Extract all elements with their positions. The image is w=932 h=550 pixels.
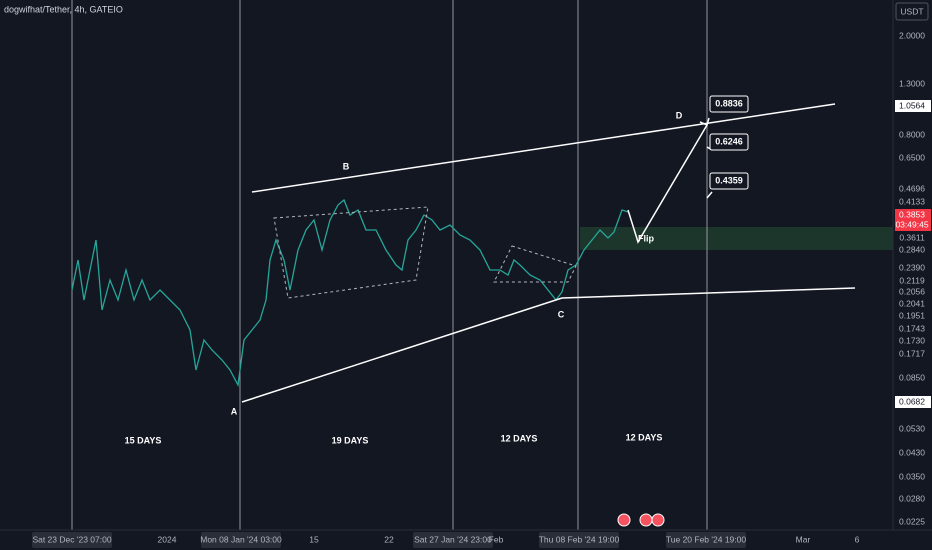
price-label: 0.0350 [899, 471, 925, 481]
price-label: 0.0682 [899, 396, 925, 406]
price-label: 0.8000 [899, 129, 925, 139]
time-box [413, 532, 493, 548]
currency-box [895, 2, 929, 21]
time-label: 22 [384, 534, 394, 544]
flip-label: Flip [638, 233, 654, 243]
price-label: 03:49:45 [895, 219, 928, 229]
price-label: 0.1730 [899, 335, 925, 345]
time-label: Mar [796, 534, 811, 544]
time-box [539, 532, 619, 548]
target-box [709, 133, 749, 151]
flip-zone [580, 227, 893, 250]
time-label: 6 [855, 534, 860, 544]
time-label: 2024 [158, 534, 177, 544]
time-box [666, 532, 746, 548]
duration-label: 12 DAYS [626, 432, 663, 442]
price-label: 0.2840 [899, 244, 925, 254]
price-label: 0.3853 [899, 209, 925, 219]
price-box [895, 209, 931, 221]
time-label: 15 [309, 534, 319, 544]
price-label: 0.1743 [899, 323, 925, 333]
price-label: 0.2119 [899, 275, 925, 285]
event-icon[interactable] [617, 513, 631, 527]
price-label: 0.6500 [899, 152, 925, 162]
price-label: 0.2041 [899, 298, 925, 308]
symbol: dogwifhat/Tether, 4h, GATEIO [4, 4, 123, 14]
duration-label: 15 DAYS [125, 435, 162, 445]
time-label: Sat 23 Dec '23 07:00 [32, 534, 111, 544]
price-box [895, 396, 931, 408]
price-label: 0.1717 [899, 348, 925, 358]
currency[interactable]: USDT [900, 6, 923, 16]
time-box [201, 532, 281, 548]
price-label: 0.0430 [899, 447, 925, 457]
event-icon[interactable] [639, 513, 653, 527]
period-lines [71, 0, 708, 530]
target-label: 0.4359 [715, 175, 743, 185]
price-label: 0.4696 [899, 183, 925, 193]
time-label: Mon 08 Jan '24 03:00 [200, 534, 282, 544]
wave-point: A [231, 406, 238, 416]
price-label: 0.2390 [899, 262, 925, 272]
price-label: 0.3611 [899, 232, 925, 242]
price-box [895, 219, 931, 231]
target-box [709, 95, 749, 113]
price-trace [71, 198, 629, 388]
trend-lines [241, 103, 856, 403]
price-label: 0.0850 [899, 372, 925, 382]
price-label: 1.3000 [899, 78, 925, 88]
price-label: 2.0000 [899, 30, 925, 40]
price-label: 0.0530 [899, 423, 925, 433]
target-label: 0.6246 [715, 136, 743, 146]
price-label: 0.0280 [899, 493, 925, 503]
price-box [895, 100, 931, 112]
time-label: Feb [489, 534, 504, 544]
price-label: 0.0225 [899, 516, 925, 526]
price-label: 0.4133 [899, 196, 925, 206]
time-box [32, 532, 112, 548]
price-label: 0.2056 [899, 286, 925, 296]
target-box [709, 172, 749, 190]
channels [273, 206, 577, 299]
wave-point: B [343, 161, 350, 171]
duration-label: 19 DAYS [332, 435, 369, 445]
time-label: Sat 27 Jan '24 23:00 [414, 534, 492, 544]
time-label: Tue 20 Feb '24 19:00 [666, 534, 746, 544]
event-icon[interactable] [651, 513, 665, 527]
target-label: 0.8836 [715, 98, 743, 108]
price-label: 1.0564 [899, 100, 925, 110]
wave-point: C [558, 309, 565, 319]
duration-label: 12 DAYS [501, 433, 538, 443]
wave-point: D [676, 110, 683, 120]
time-label: Thu 08 Feb '24 19:00 [539, 534, 620, 544]
price-label: 0.1951 [899, 310, 925, 320]
